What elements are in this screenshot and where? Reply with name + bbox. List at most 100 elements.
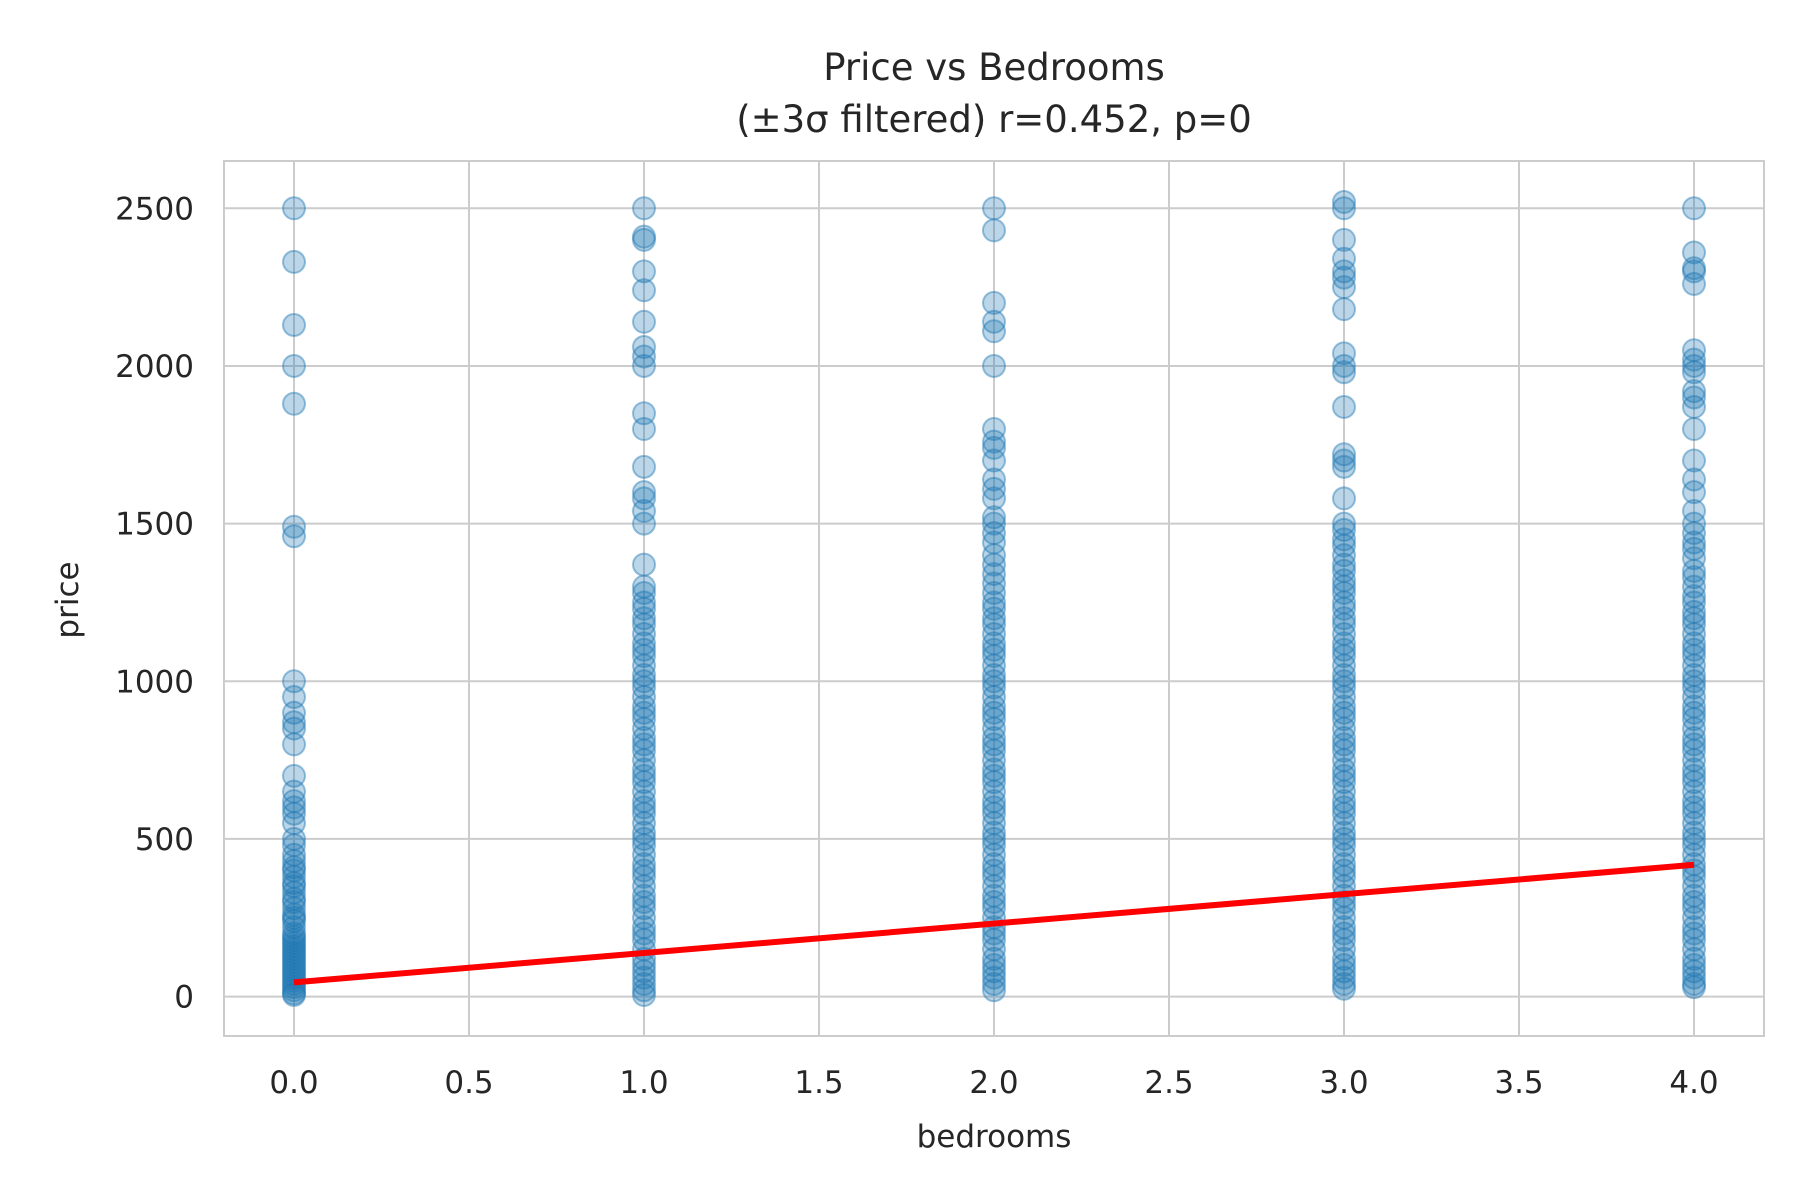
data-point bbox=[1682, 732, 1706, 757]
data-point bbox=[632, 779, 656, 804]
data-point bbox=[982, 319, 1006, 344]
data-point bbox=[282, 795, 306, 820]
y-ticks: 0 500 1000 1500 2000 2500 bbox=[115, 191, 194, 1015]
data-point bbox=[1332, 574, 1356, 599]
data-point bbox=[1332, 820, 1356, 845]
data-point bbox=[282, 874, 306, 899]
data-point bbox=[982, 662, 1006, 687]
data-point bbox=[1332, 189, 1356, 214]
data-point bbox=[1682, 726, 1706, 751]
data-point bbox=[1332, 757, 1356, 782]
x-tick-label: 2.0 bbox=[969, 1065, 1018, 1101]
data-point bbox=[1682, 653, 1706, 678]
data-point bbox=[982, 571, 1006, 596]
data-point bbox=[1682, 763, 1706, 788]
data-point bbox=[982, 486, 1006, 511]
chart-title-line1: Price vs Bedrooms bbox=[823, 46, 1165, 89]
data-point bbox=[632, 596, 656, 621]
data-point bbox=[982, 675, 1006, 700]
data-point bbox=[982, 669, 1006, 694]
data-point bbox=[1682, 770, 1706, 795]
data-point bbox=[982, 937, 1006, 962]
data-point bbox=[982, 685, 1006, 710]
data-point bbox=[632, 959, 656, 984]
data-point bbox=[282, 880, 306, 905]
data-point bbox=[982, 833, 1006, 858]
data-point bbox=[982, 896, 1006, 921]
data-point bbox=[1682, 565, 1706, 590]
data-point bbox=[282, 921, 306, 946]
data-point bbox=[982, 606, 1006, 631]
data-point bbox=[1332, 953, 1356, 978]
data-point bbox=[1332, 915, 1356, 940]
data-point bbox=[632, 335, 656, 360]
data-point bbox=[1682, 240, 1706, 265]
data-point bbox=[982, 779, 1006, 804]
data-point bbox=[632, 883, 656, 908]
y-tick-label: 2500 bbox=[115, 191, 194, 227]
data-point bbox=[282, 196, 306, 221]
y-tick-label: 0 bbox=[174, 980, 194, 1016]
data-point bbox=[1332, 976, 1356, 1001]
data-point bbox=[1332, 770, 1356, 795]
data-point bbox=[1682, 953, 1706, 978]
data-point bbox=[632, 889, 656, 914]
data-point bbox=[632, 669, 656, 694]
data-point bbox=[1682, 937, 1706, 962]
data-point bbox=[982, 562, 1006, 587]
data-point bbox=[1682, 417, 1706, 442]
data-point bbox=[982, 971, 1006, 996]
data-point bbox=[282, 940, 306, 965]
grid bbox=[224, 161, 1764, 1036]
data-point bbox=[632, 801, 656, 826]
data-point bbox=[1332, 454, 1356, 479]
data-point bbox=[1332, 596, 1356, 621]
data-point bbox=[1682, 789, 1706, 814]
data-point bbox=[982, 795, 1006, 820]
data-point bbox=[282, 710, 306, 735]
data-point bbox=[982, 511, 1006, 536]
data-point bbox=[1332, 621, 1356, 646]
data-point bbox=[982, 290, 1006, 315]
data-point bbox=[282, 934, 306, 959]
data-point bbox=[1682, 360, 1706, 385]
x-tick-label: 4.0 bbox=[1669, 1065, 1718, 1101]
data-point bbox=[1682, 385, 1706, 410]
x-tick-label: 2.5 bbox=[1144, 1065, 1193, 1101]
data-point bbox=[1332, 842, 1356, 867]
data-point bbox=[1682, 353, 1706, 378]
data-point bbox=[1332, 694, 1356, 719]
data-point bbox=[1682, 896, 1706, 921]
data-point bbox=[1332, 959, 1356, 984]
data-point bbox=[1332, 486, 1356, 511]
data-point bbox=[982, 309, 1006, 334]
data-point bbox=[1682, 521, 1706, 546]
data-point bbox=[1682, 795, 1706, 820]
data-point bbox=[632, 631, 656, 656]
data-point bbox=[632, 770, 656, 795]
data-point bbox=[632, 685, 656, 710]
data-point bbox=[982, 429, 1006, 454]
data-point bbox=[632, 606, 656, 631]
data-point bbox=[282, 391, 306, 416]
data-point bbox=[982, 889, 1006, 914]
data-point bbox=[1332, 789, 1356, 814]
data-point bbox=[632, 820, 656, 845]
data-point bbox=[1682, 716, 1706, 741]
data-point bbox=[1682, 574, 1706, 599]
data-point bbox=[1332, 675, 1356, 700]
data-point bbox=[982, 435, 1006, 460]
data-point bbox=[1332, 826, 1356, 851]
data-point bbox=[1682, 637, 1706, 662]
data-point bbox=[1682, 631, 1706, 656]
data-point bbox=[1332, 811, 1356, 836]
data-point bbox=[982, 946, 1006, 971]
data-point bbox=[1332, 275, 1356, 300]
data-point bbox=[282, 981, 306, 1006]
fit-line-layer bbox=[293, 861, 1695, 986]
data-point bbox=[1682, 811, 1706, 836]
data-point bbox=[282, 927, 306, 952]
data-point bbox=[282, 249, 306, 274]
data-point bbox=[632, 499, 656, 523]
